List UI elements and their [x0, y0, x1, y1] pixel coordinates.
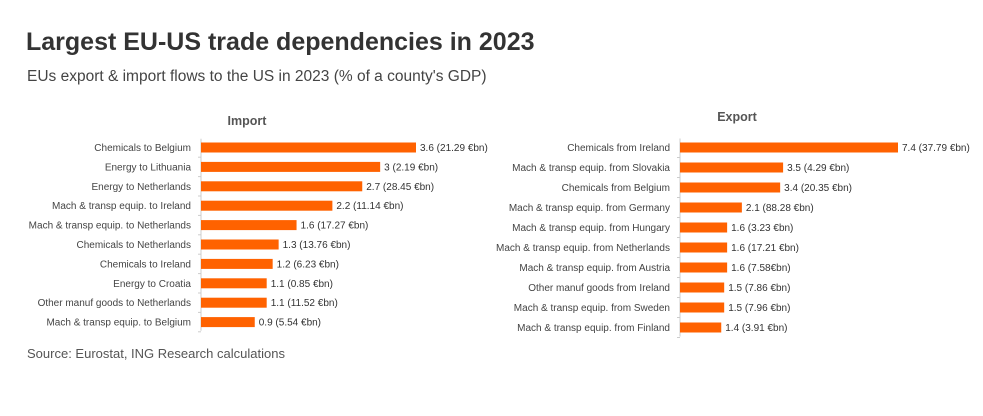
export-bar — [680, 262, 728, 273]
import-category-label: Chemicals to Belgium — [94, 143, 191, 154]
import-category-label: Mach & transp equip. to Belgium — [46, 318, 191, 329]
import-value-label: 3.6 (21.29 €bn) — [420, 143, 488, 154]
export-category-label: Mach & transp equip. from Austria — [519, 263, 670, 274]
export-value-label: 7.4 (37.79 €bn) — [902, 143, 970, 154]
import-bar — [201, 297, 267, 308]
export-value-label: 1.6 (17.21 €bn) — [731, 243, 799, 254]
export-category-label: Other manuf goods from Ireland — [528, 283, 670, 294]
export-value-label: 2.1 (88.28 €bn) — [746, 203, 814, 214]
import-value-label: 1.6 (17.27 €bn) — [301, 221, 369, 232]
source-note: Source: Eurostat, ING Research calculati… — [27, 346, 285, 361]
import-value-label: 1.1 (11.52 €bn) — [271, 298, 338, 309]
export-category-label: Chemicals from Belgium — [562, 183, 670, 194]
import-panel-title: Import — [228, 114, 268, 128]
import-category-label: Mach & transp equip. to Netherlands — [29, 221, 191, 232]
export-category-label: Chemicals from Ireland — [567, 143, 670, 154]
export-category-label: Mach & transp equip. from Sweden — [514, 303, 670, 314]
import-category-label: Other manuf goods to Netherlands — [38, 298, 191, 309]
export-value-label: 1.6 (3.23 €bn) — [731, 223, 793, 234]
import-value-label: 1.3 (13.76 €bn) — [283, 240, 351, 251]
export-category-label: Mach & transp equip. from Germany — [509, 203, 670, 214]
import-bar — [201, 317, 255, 328]
export-value-label: 1.5 (7.86 €bn) — [728, 283, 790, 294]
import-bar — [201, 181, 363, 192]
export-category-label: Mach & transp equip. from Slovakia — [512, 163, 670, 174]
import-value-label: 1.2 (6.23 €bn) — [277, 259, 339, 270]
import-value-label: 2.7 (28.45 €bn) — [366, 182, 434, 193]
import-category-label: Energy to Lithuania — [105, 162, 192, 173]
import-category-label: Chemicals to Netherlands — [77, 240, 192, 251]
export-panel-title: Export — [717, 110, 757, 124]
import-bar — [201, 220, 297, 231]
export-bar — [680, 242, 728, 253]
export-bar — [680, 182, 781, 193]
import-bar — [201, 142, 416, 153]
import-value-label: 3 (2.19 €bn) — [384, 162, 438, 173]
export-panel: Export Chemicals from Ireland 7.4 (37.79 €… — [496, 110, 970, 338]
import-category-label: Chemicals to Ireland — [100, 259, 191, 270]
chart-subtitle: EUs export & import flows to the US in 2… — [27, 68, 487, 85]
import-bar — [201, 278, 267, 289]
import-category-label: Mach & transp equip. to Ireland — [52, 201, 191, 212]
export-value-label: 1.4 (3.91 €bn) — [725, 323, 787, 334]
export-bar — [680, 322, 722, 333]
import-value-label: 1.1 (0.85 €bn) — [271, 279, 333, 290]
export-category-label: Mach & transp equip. from Hungary — [512, 223, 670, 234]
import-bar — [201, 258, 273, 269]
import-value-label: 2.2 (11.14 €bn) — [336, 201, 403, 212]
export-value-label: 3.5 (4.29 €bn) — [787, 163, 849, 174]
export-category-label: Mach & transp equip. from Finland — [517, 323, 670, 334]
import-panel: Import Chemicals to Belgium 3.6 (21.29 €bn… — [29, 114, 488, 333]
export-value-label: 3.4 (20.35 €bn) — [784, 183, 852, 194]
export-value-label: 1.5 (7.96 €bn) — [728, 303, 790, 314]
chart-title: Largest EU-US trade dependencies in 2023 — [26, 28, 535, 56]
import-category-label: Energy to Croatia — [113, 279, 191, 290]
export-bar — [680, 282, 725, 293]
import-bar — [201, 239, 279, 250]
import-bar — [201, 161, 381, 172]
import-value-label: 0.9 (5.54 €bn) — [259, 318, 321, 329]
export-bar — [680, 302, 725, 313]
export-bar — [680, 202, 742, 213]
export-bar — [680, 142, 898, 153]
export-bar — [680, 222, 728, 233]
import-bar — [201, 200, 333, 211]
import-category-label: Energy to Netherlands — [91, 182, 191, 193]
export-bar — [680, 162, 784, 173]
export-value-label: 1.6 (7.58€bn) — [731, 263, 791, 274]
export-category-label: Mach & transp equip. from Netherlands — [496, 243, 670, 254]
